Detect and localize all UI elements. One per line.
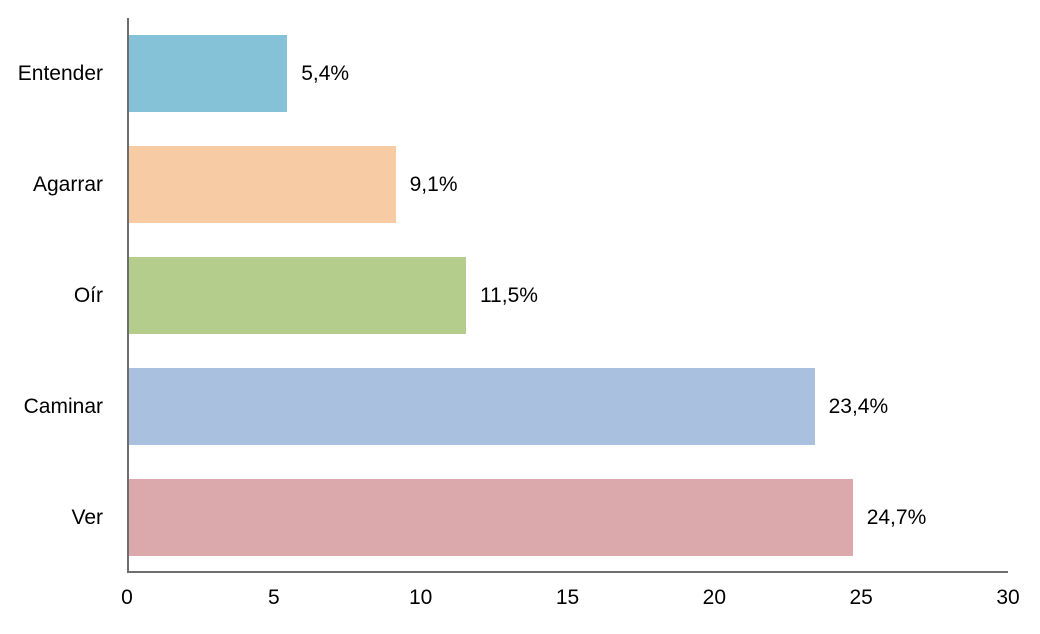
bar-caminar [129, 368, 815, 445]
category-label-agarrar: Agarrar [32, 172, 103, 196]
x-tick-label-20: 20 [702, 586, 727, 609]
x-tick-label-0: 0 [121, 586, 133, 609]
bar-value-label-caminar: 23,4% [828, 394, 889, 418]
x-tick-label-25: 25 [849, 586, 873, 609]
bar-row-caminar: 23,4% [129, 351, 1008, 462]
bar-entender [129, 35, 288, 112]
x-axis-tick-labels: 0 5 10 15 20 25 30 [121, 586, 1020, 616]
category-label-caminar: Caminar [23, 394, 103, 418]
bar-oir [129, 257, 466, 334]
bar-ver [129, 479, 853, 556]
bar-value-label-entender: 5,4% [301, 61, 350, 85]
bar-row-oir: 11,5% [129, 240, 1008, 351]
bar-row-ver: 24,7% [129, 462, 1008, 573]
bar-row-agarrar: 9,1% [129, 129, 1008, 240]
bar-value-label-agarrar: 9,1% [409, 172, 458, 196]
bar-value-label-oir: 11,5% [479, 283, 538, 307]
x-tick-label-10: 10 [408, 586, 433, 609]
bar-agarrar [129, 146, 396, 223]
category-label-oir: Oír [73, 283, 103, 307]
category-label-entender: Entender [17, 61, 103, 85]
y-axis-category-labels: Entender Agarrar Oír Caminar Ver [0, 18, 103, 573]
x-tick-label-5: 5 [267, 586, 280, 609]
bar-value-label-ver: 24,7% [866, 505, 927, 529]
x-tick-label-15: 15 [555, 586, 580, 609]
plot-area: 5,4% 9,1% 11,5% 23,4% 24,7% [127, 18, 1008, 573]
x-tick-label-30: 30 [996, 586, 1020, 609]
bar-row-entender: 5,4% [129, 18, 1008, 129]
category-label-ver: Ver [71, 505, 103, 529]
